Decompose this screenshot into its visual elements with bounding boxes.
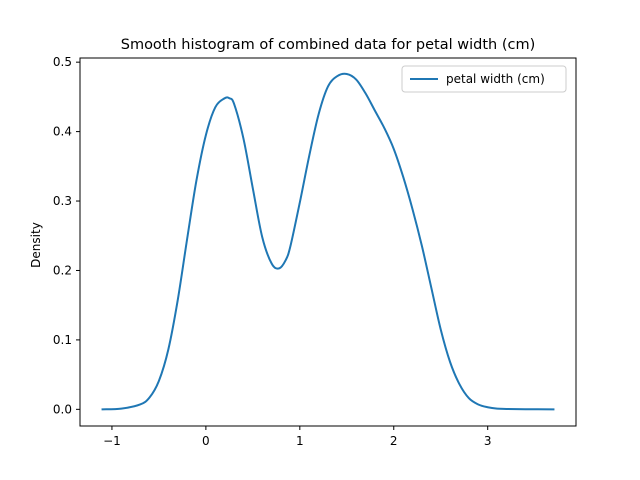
plot-area [79,57,577,427]
x-tick-label: 3 [484,434,492,448]
series-line-0 [101,72,555,411]
legend-box [401,65,567,93]
y-tick-label: 0.0 [53,402,72,416]
x-axis: −1 0 1 2 3 [103,426,492,448]
x-tick-label: 0 [202,434,210,448]
y-tick-label: 0.1 [53,333,72,347]
plot-frame [79,57,577,427]
y-axis: 0.0 0.1 0.2 0.3 0.4 0.5 [53,55,80,416]
x-tick-label: 1 [296,434,304,448]
y-tick-label: 0.4 [53,125,72,139]
y-axis-label: Density [29,222,43,268]
x-tick-label: −1 [103,434,121,448]
y-tick-label: 0.5 [53,55,72,69]
legend: petal width (cm) [401,65,567,93]
legend-label: petal width (cm) [446,72,545,86]
y-tick-label: 0.3 [53,194,72,208]
x-tick-label: 2 [390,434,398,448]
y-tick-label: 0.2 [53,263,72,277]
chart-title: Smooth histogram of combined data for pe… [121,37,536,53]
